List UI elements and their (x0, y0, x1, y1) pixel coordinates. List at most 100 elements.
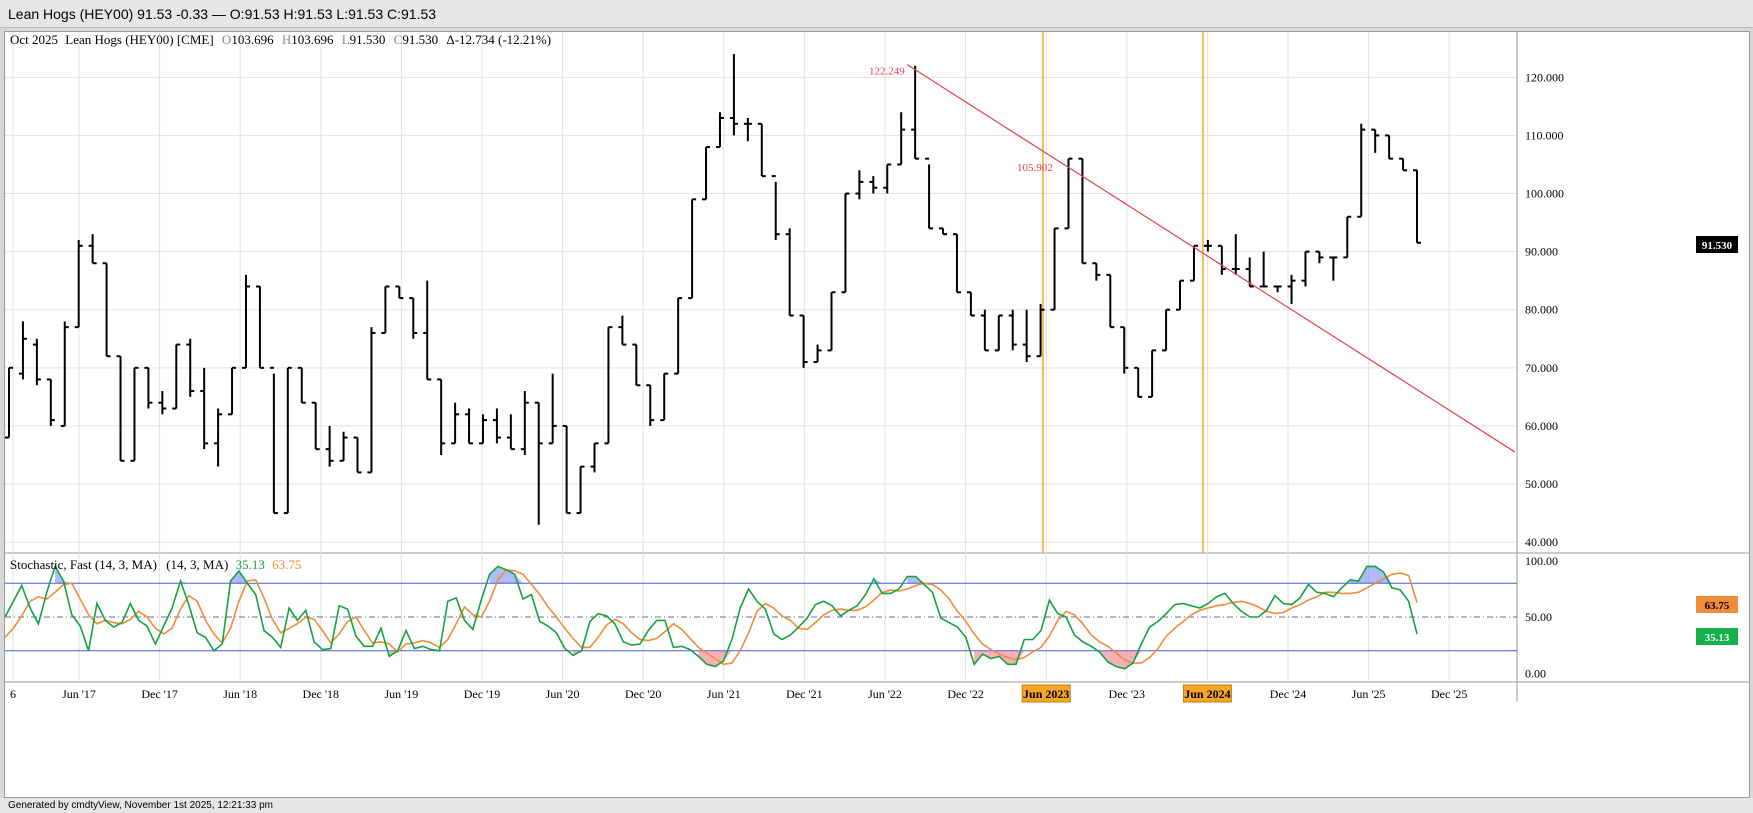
ohlc-bar (478, 414, 487, 445)
overbought-fill (907, 576, 925, 584)
ohlc-bar (1106, 273, 1115, 329)
d-value-tag: 63.75 (1705, 600, 1730, 612)
ohlc-bar (980, 309, 989, 352)
ohlc-bar (186, 338, 195, 397)
ohlc-bar (897, 112, 906, 166)
y-tick-label: 50.000 (1525, 477, 1558, 491)
y-tick-label: 120.000 (1525, 70, 1564, 84)
stoch-d-line (4, 568, 1418, 666)
price-tag-box (1696, 236, 1738, 253)
ohlc-bar (952, 233, 961, 294)
stoch-legend-k: 35.13 (236, 557, 265, 572)
ohlc-bar (46, 378, 55, 426)
chart-frame[interactable]: 6 Jun '17 Dec '17 Jun '18 Dec '18 Jun '19 Dec … (4, 31, 1750, 798)
ohlc-bar (1329, 256, 1338, 281)
ohlc-bar (1399, 157, 1408, 172)
ohlc-bar (18, 321, 27, 380)
ohlc-bar (562, 424, 571, 515)
ohlc-bar (743, 117, 752, 142)
stoch-legend-d: 63.75 (272, 557, 301, 572)
date-badge (1021, 684, 1071, 703)
x-tick-label: Jun 2024 (1184, 687, 1230, 701)
annotation-secondary-high: 105.902 (1017, 162, 1053, 174)
ohlc-bar (1022, 309, 1031, 363)
ohlc-bar (939, 227, 948, 236)
oversold-fill (974, 650, 1025, 665)
legend-o-value: 103.696 (231, 32, 274, 47)
legend-h-value: 103.696 (291, 32, 334, 47)
ohlc-bar (1357, 123, 1366, 218)
ohlc-bar (1064, 157, 1073, 230)
x-tick-label: Dec '25 (1431, 687, 1467, 701)
d-value-tag-box (1696, 596, 1738, 613)
x-tick-label: Jun '18 (223, 687, 257, 701)
window-title: Lean Hogs (HEY00) 91.53 -0.33 — O:91.53 … (0, 0, 1753, 28)
ohlc-bar (214, 408, 223, 467)
ohlc-bar (158, 391, 167, 415)
ohlc-bar (590, 442, 599, 473)
y-tick-label: 110.000 (1525, 128, 1564, 142)
legend-l-label: L (342, 32, 350, 47)
legend-c-label: C (394, 32, 403, 47)
stoch-y-tick-label: 0.00 (1525, 666, 1546, 680)
ohlc-bar (646, 384, 655, 426)
ohlc-bar (604, 326, 613, 445)
ohlc-bar (1301, 250, 1310, 287)
x-tick-label: Jun '19 (384, 687, 418, 701)
x-tick-label: Dec '20 (625, 687, 661, 701)
ohlc-bar (130, 366, 139, 462)
ohlc-bar (534, 401, 543, 525)
ohlc-bar (729, 54, 738, 136)
ohlc-bar (1245, 257, 1254, 288)
stoch-y-tick-label: 100.00 (1525, 554, 1558, 568)
ohlc-bar (618, 315, 627, 346)
chart-canvas[interactable]: 6 Jun '17 Dec '17 Jun '18 Dec '18 Jun '19 Dec … (4, 32, 1749, 797)
oversold-fill (389, 650, 407, 657)
legend-o-label: O (222, 32, 231, 47)
ohlc-bar (395, 285, 404, 300)
x-tick-label: Dec '23 (1109, 687, 1145, 701)
ohlc-bar (715, 112, 724, 149)
y-tick-label: 100.000 (1525, 187, 1564, 201)
stoch-legend-name: Stochastic, Fast (14, 3, MA) (10, 557, 157, 572)
trendline[interactable] (906, 64, 1516, 453)
ohlc-bar (1315, 250, 1324, 264)
date-badge (1182, 684, 1232, 703)
ohlc-bar (367, 327, 376, 474)
ohlc-bar (757, 122, 766, 178)
ohlc-bar (841, 192, 850, 294)
ohlc-bar (1413, 169, 1421, 244)
legend-l-value: 91.530 (350, 32, 386, 47)
ohlc-bar (771, 175, 780, 240)
ohlc-bar (1385, 134, 1394, 160)
ohlc-bar (409, 297, 418, 339)
ohlc-bar (437, 378, 446, 455)
ohlc-bar (660, 372, 669, 422)
legend-h-label: H (282, 32, 291, 47)
ohlc-bar (172, 343, 181, 410)
legend-change: Δ-12.734 (-12.21%) (446, 32, 551, 47)
ohlc-bar (994, 314, 1003, 352)
overbought-fill (180, 581, 189, 584)
price-tag: 91.530 (1702, 240, 1733, 252)
ohlc-bar (102, 262, 111, 358)
x-tick-label: Jun '25 (1352, 687, 1386, 701)
ohlc-bar (1273, 285, 1282, 293)
ohlc-bar (1120, 326, 1129, 374)
y-tick-label: 40.000 (1525, 535, 1558, 549)
ohlc-bar (925, 157, 934, 230)
ohlc-bar (116, 355, 125, 462)
ohlc-bar (88, 234, 97, 265)
ohlc-bar (311, 401, 320, 451)
ohlc-bar (200, 367, 209, 450)
stoch-legend-params: (14, 3, MA) (166, 557, 228, 572)
ohlc-bar (1148, 349, 1157, 398)
y-tick-label: 70.000 (1525, 361, 1558, 375)
ohlc-bar (1189, 244, 1198, 282)
x-tick-label: Dec '18 (303, 687, 339, 701)
legend-name: Lean Hogs (HEY00) [CME] (65, 32, 213, 47)
footer: Generated by cmdtyView, November 1st 202… (0, 798, 1753, 813)
ohlc-bar (1203, 240, 1212, 252)
ohlc-bar (381, 285, 390, 334)
y-tick-label: 90.000 (1525, 245, 1558, 259)
